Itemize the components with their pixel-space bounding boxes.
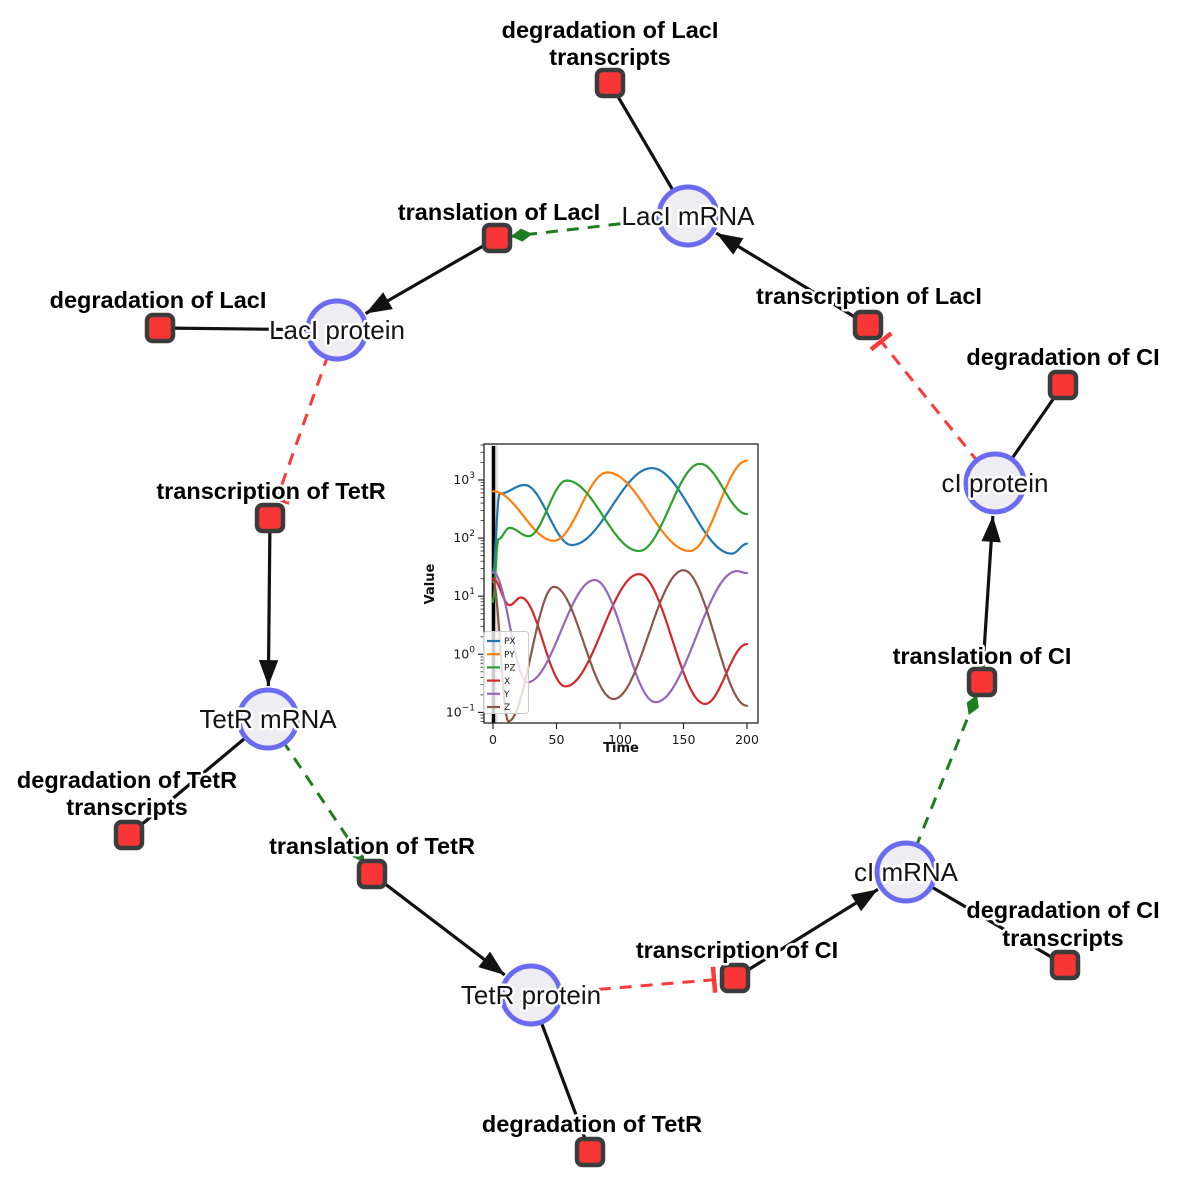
reaction-node-deg-tetR-transcripts [113,819,145,851]
edge-consumption-lacI-mRNA-to-deg-lacI-transcripts [608,82,677,195]
y-tick-label: 100 [453,645,475,661]
edge-consumption-tetR-mRNA-to-deg-tetR-transcripts [127,734,250,837]
legend-label-Z: Z [504,703,510,713]
edge-inhibition-cI-protein-to-transcription-lacI [869,331,980,464]
reaction-label-translation-cI: translation of CI [893,643,1072,669]
timecourse-inset-plot: 0 50 100 150 200 103 102 101 100 10−1 PX PY PZ XYZ Ti… [423,443,759,756]
legend-label-X: X [504,677,510,687]
y-tick-label: 102 [453,529,475,545]
species-node-cI-mRNA [874,840,938,904]
legend-label-PZ: PZ [504,664,516,674]
x-tick-label: 100 [608,732,632,747]
x-tick-label: 150 [672,732,696,747]
legend-label-PY: PY [504,650,515,660]
chart-curve-PX [491,467,749,575]
edge-consumption-cI-mRNA-to-cI-mRNA-deg [927,883,1066,967]
y-tick-label: 103 [453,471,475,487]
reaction-node-deg-tetR [574,1136,606,1168]
reaction-label-deg-tetR: degradation of TetR [482,1111,702,1137]
species-node-lacI-protein [305,298,369,362]
chart-curve-PZ [491,462,749,603]
y-tick-label: 101 [453,587,475,603]
x-axis-label: Time [603,741,639,756]
species-label-lacI-protein: LacI protein [269,315,405,345]
species-node-tetR-mRNA [236,687,300,751]
reaction-label-deg-cI: degradation of CI [966,344,1159,370]
reaction-node-translation-cI [966,666,998,698]
reaction-label-translation-tetR: translation of TetR [269,833,475,859]
species-label-cI-mRNA: cI mRNA [854,857,959,887]
reaction-node-translation-lacI [481,222,513,254]
edge-production-translation-cI-to-cI-protein [980,515,1001,683]
reaction-node-deg-lacI [144,312,176,344]
reaction-node-translation-tetR [356,858,388,890]
species-node-lacI-mRNA [656,184,720,248]
reaction-label-deg-lacI: degradation of LacI [50,287,267,313]
legend-label-Y: Y [503,690,510,700]
node-layer [113,67,1081,1168]
reaction-node-cI-mRNA-deg [1049,949,1081,981]
chart-curve-Z [491,569,749,723]
reaction-label-deg-tetR-transcripts-line1: degradation of TetR [17,767,237,793]
label-layer: degradation of LacItranscriptstranslatio… [14,15,1162,1140]
reaction-label-deg-lacI-transcripts-line2: transcripts [549,44,670,70]
reaction-label-cI-mRNA-deg-line2: transcripts [1002,925,1123,951]
plot-frame [483,443,759,724]
edge-catalysis-cI-mRNA-to-translation-cI [914,694,979,849]
legend-label-PX: PX [504,637,516,647]
species-node-tetR-protein [499,963,563,1027]
reaction-label-transcription-tetR: transcription of TetR [156,478,385,504]
reaction-label-cI-mRNA-deg-line1: degradation of CI [966,897,1159,923]
edge-production-transcription-tetR-to-tetR-mRNA [258,517,279,687]
reaction-label-transcription-cI: transcription of CI [636,937,838,963]
x-tick-label: 50 [549,732,565,747]
chart-curve-X [491,573,749,705]
reaction-node-deg-lacI-transcripts [594,67,626,99]
edge-consumption-tetR-protein-to-deg-tetR [538,1018,592,1153]
y-axis-label: Value [423,563,438,604]
edge-consumption-lacI-protein-to-deg-lacI [159,326,312,332]
species-label-tetR-mRNA: TetR mRNA [199,704,337,734]
reaction-label-deg-lacI-transcripts-line1: degradation of LacI [502,17,719,43]
edge-production-transcription-cI-to-cI-mRNA [734,888,879,980]
species-node-cI-protein [963,451,1027,515]
x-tick-label: 200 [735,732,759,747]
x-tick-label: 0 [489,732,497,747]
reaction-label-deg-tetR-transcripts-line2: transcripts [66,794,187,820]
edge-catalysis-lacI-mRNA-to-translation-lacI [510,217,663,242]
reaction-label-transcription-lacI: transcription of LacI [756,283,982,309]
reaction-label-translation-lacI: translation of LacI [398,199,600,225]
edge-production-translation-lacI-to-lacI-protein [364,236,498,315]
chart-curve-Y [491,570,749,704]
reaction-node-deg-cI [1047,369,1079,401]
species-label-cI-protein: cI protein [942,468,1049,498]
reaction-node-transcription-tetR [254,502,286,534]
reaction-node-transcription-lacI [852,309,884,341]
reaction-node-transcription-cI [719,962,751,994]
edge-production-translation-tetR-to-tetR-protein [371,872,506,977]
species-label-lacI-mRNA: LacI mRNA [622,201,756,231]
y-tick-label: 10−1 [446,703,475,719]
edge-inhibition-tetR-protein-to-transcription-cI [556,966,718,995]
edge-inhibition-lacI-protein-to-transcription-tetR [264,353,330,505]
edge-layer [127,82,1066,1153]
edge-catalysis-tetR-mRNA-to-translation-tetR [281,739,365,863]
edge-production-transcription-lacI-to-lacI-mRNA [715,231,869,327]
species-label-tetR-protein: TetR protein [461,980,601,1010]
